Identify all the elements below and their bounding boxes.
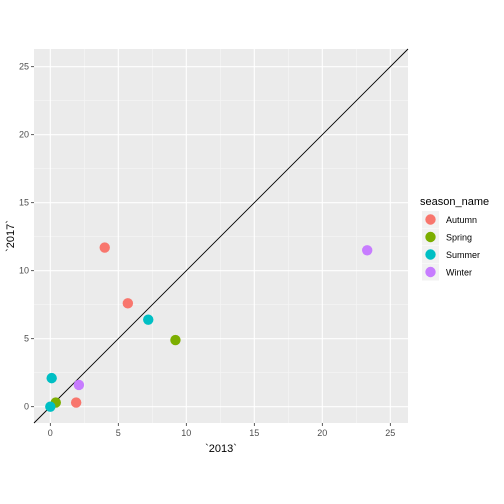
- legend-label-summer: Summer: [446, 250, 480, 260]
- grid-minor: [34, 49, 408, 423]
- reference-line-group: [33, 48, 409, 424]
- y-tick-label: 10: [19, 266, 29, 276]
- y-axis-ticks: 0 5 10 15 20 25: [19, 62, 34, 412]
- grid-major: [34, 49, 408, 423]
- x-tick-label: 0: [48, 428, 53, 438]
- y-tick-label: 20: [19, 130, 29, 140]
- reference-line: [33, 48, 409, 424]
- x-axis-title: `2013`: [205, 443, 237, 455]
- point-winter: [73, 379, 85, 391]
- point-autumn: [99, 242, 110, 253]
- point-summer: [143, 314, 154, 325]
- x-axis-ticks: 0 5 10 15 20 25: [48, 423, 395, 438]
- y-tick-label: 15: [19, 198, 29, 208]
- legend-label-spring: Spring: [446, 233, 472, 243]
- x-tick-label: 5: [116, 428, 121, 438]
- legend-label-winter: Winter: [446, 268, 472, 278]
- point-summer: [45, 401, 56, 412]
- y-tick-label: 0: [24, 402, 29, 412]
- data-points: [45, 242, 373, 412]
- y-tick-label: 25: [19, 62, 29, 72]
- x-tick-label: 10: [181, 428, 191, 438]
- x-tick-label: 20: [317, 428, 327, 438]
- legend-marker-winter: [425, 266, 436, 278]
- legend-marker-summer: [425, 249, 436, 260]
- point-summer: [46, 372, 57, 384]
- y-axis-title: `2017`: [5, 220, 17, 252]
- point-autumn: [70, 397, 82, 408]
- legend-marker-autumn: [425, 214, 436, 225]
- point-spring: [170, 334, 181, 346]
- x-tick-label: 25: [385, 428, 395, 438]
- x-tick-label: 15: [249, 428, 259, 438]
- legend-label-autumn: Autumn: [446, 215, 477, 225]
- legend-marker-spring: [425, 231, 436, 243]
- point-autumn: [122, 298, 134, 309]
- point-winter: [362, 245, 373, 256]
- legend-title: season_name: [420, 196, 489, 208]
- y-tick-label: 5: [24, 334, 29, 344]
- legend: season_name Autumn Spring Summer Winter: [420, 196, 489, 281]
